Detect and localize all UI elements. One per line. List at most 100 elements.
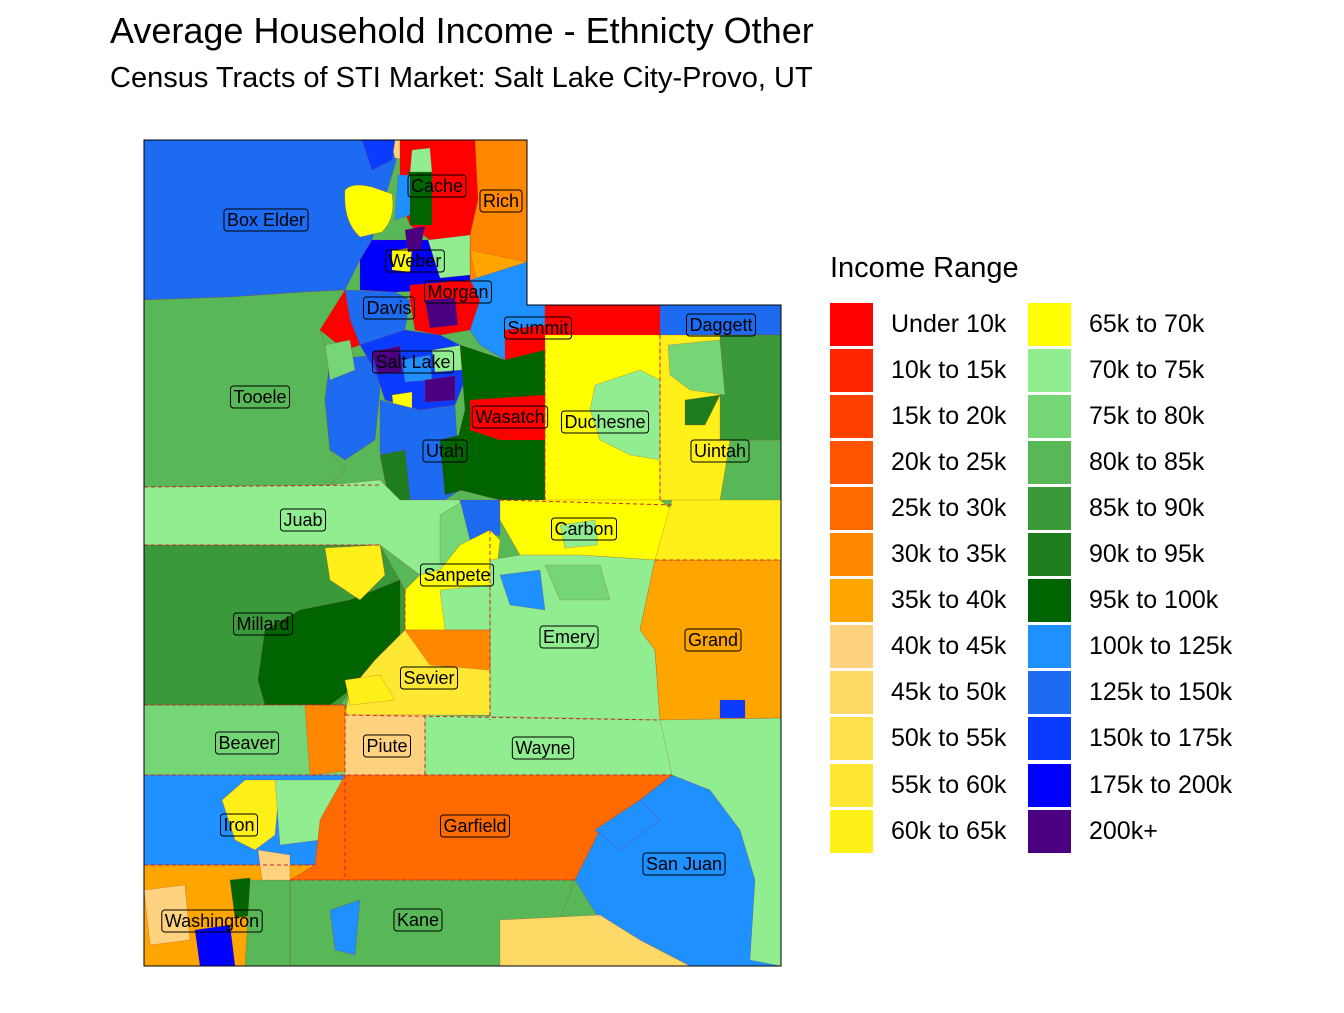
- county-label: Wayne: [511, 736, 575, 760]
- legend-swatch: [1028, 809, 1071, 853]
- legend-swatch: [830, 440, 873, 484]
- tract: [424, 297, 459, 329]
- legend-swatch: [830, 533, 873, 576]
- county-label-box: [214, 731, 280, 755]
- legend-item: 100k to 125k: [1028, 625, 1232, 669]
- legend-label: 20k to 25k: [891, 447, 1007, 476]
- tract: [659, 717, 781, 966]
- county-label-text: Utah: [426, 441, 464, 461]
- county-label-text: Juab: [283, 510, 322, 530]
- legend-label: 90k to 95k: [1089, 540, 1205, 568]
- county-label: Sanpete: [419, 563, 495, 587]
- legend-label: 95k to 100k: [1089, 586, 1219, 615]
- county-label-text: Millard: [236, 614, 289, 634]
- legend-item: 25k to 30k: [830, 486, 1006, 530]
- legend-item: 65k to 70k: [1028, 302, 1204, 346]
- county-label: Morgan: [423, 280, 493, 304]
- legend-swatch: [830, 809, 873, 853]
- legend-swatch: [830, 348, 873, 392]
- legend-item: 60k to 65k: [830, 809, 1006, 853]
- legend-label: 80k to 85k: [1089, 447, 1205, 476]
- tract: [144, 884, 191, 946]
- legend-swatch: [1028, 486, 1071, 530]
- map-subtitle: Census Tracts of STI Market: Salt Lake C…: [110, 62, 813, 94]
- county-label-text: Piute: [366, 736, 407, 756]
- legend-swatch: [1028, 394, 1071, 438]
- legend-item: 50k to 55k: [830, 717, 1006, 761]
- county-label-text: Duchesne: [564, 412, 645, 432]
- legend-swatch: [830, 671, 873, 715]
- county-label-box: [161, 909, 263, 933]
- legend-item: 85k to 90k: [1028, 486, 1204, 530]
- county-label-text: Garfield: [443, 816, 506, 836]
- tract: [439, 584, 491, 631]
- county-label-text: Wayne: [515, 738, 570, 758]
- legend-item: 75k to 80k: [1028, 394, 1204, 438]
- legend-item: Under 10k: [830, 302, 1006, 346]
- county-label: Garfield: [439, 814, 511, 838]
- legend-item: 30k to 35k: [830, 533, 1006, 577]
- county-label: Millard: [232, 612, 294, 636]
- legend-item: 40k to 45k: [830, 625, 1006, 669]
- county-label-text: Daggett: [689, 315, 752, 335]
- tract: [409, 147, 433, 173]
- legend-swatch: [1028, 348, 1071, 392]
- legend-item: 95k to 100k: [1028, 579, 1218, 623]
- county-label-text: Beaver: [218, 733, 275, 753]
- state-outline: [143, 139, 782, 967]
- legend-label: 30k to 35k: [891, 540, 1007, 568]
- tract: [719, 334, 781, 441]
- legend-label: 175k to 200k: [1089, 770, 1233, 799]
- legend-label: 40k to 45k: [891, 632, 1007, 661]
- county-label-box: [503, 316, 573, 340]
- tract: [424, 375, 456, 403]
- county-label-text: Cache: [411, 176, 463, 196]
- legend-swatch: [830, 486, 873, 530]
- county-label-text: Carbon: [554, 519, 613, 539]
- county-label-box: [362, 734, 412, 758]
- legend-item: 125k to 150k: [1028, 671, 1232, 715]
- legend-swatch: [1028, 302, 1071, 346]
- legend-item: 20k to 25k: [830, 440, 1006, 484]
- tract: [394, 174, 411, 221]
- county-label-box: [539, 625, 599, 649]
- tract: [329, 899, 361, 956]
- county-label-text: Emery: [543, 627, 595, 647]
- legend-item: 15k to 20k: [830, 394, 1006, 438]
- legend-swatch: [1028, 579, 1071, 623]
- county-label-text: Tooele: [233, 387, 286, 407]
- county-label-box: [550, 517, 618, 541]
- legend-label: 200k+: [1089, 816, 1158, 845]
- legend-label: 10k to 15k: [891, 355, 1007, 384]
- legend-label: 150k to 175k: [1089, 724, 1233, 753]
- legend-label: 50k to 55k: [891, 724, 1007, 753]
- legend-swatch: [830, 394, 873, 438]
- county-label-box: [279, 508, 327, 532]
- county-label-box: [393, 908, 443, 932]
- legend-item: 55k to 60k: [830, 763, 1006, 807]
- county-label-text: Davis: [366, 298, 411, 318]
- legend-swatch: [830, 625, 873, 669]
- county-label: Duchesne: [560, 410, 650, 434]
- county-label: Salt Lake: [371, 350, 455, 374]
- legend-item: 10k to 15k: [830, 348, 1006, 392]
- tract: [667, 339, 726, 396]
- legend-swatch: [1028, 717, 1071, 761]
- county-label-box: [371, 350, 455, 374]
- county-label-box: [471, 405, 549, 429]
- county-label: Box Elder: [223, 208, 309, 232]
- tract: [221, 779, 281, 851]
- county-label-box: [685, 313, 757, 337]
- county-label: Kane: [393, 908, 443, 932]
- county-label-box: [399, 666, 459, 690]
- legend-label: 75k to 80k: [1089, 401, 1205, 430]
- legend-label: 70k to 75k: [1089, 355, 1205, 384]
- legend-swatch: [830, 302, 873, 346]
- county-label: Weber: [385, 249, 445, 273]
- county-label-box: [684, 628, 742, 652]
- legend-label: 100k to 125k: [1089, 632, 1233, 661]
- county-label-text: Box Elder: [227, 210, 305, 230]
- legend-item: 150k to 175k: [1028, 717, 1232, 761]
- county-label-box: [439, 814, 511, 838]
- county-label-box: [229, 385, 291, 409]
